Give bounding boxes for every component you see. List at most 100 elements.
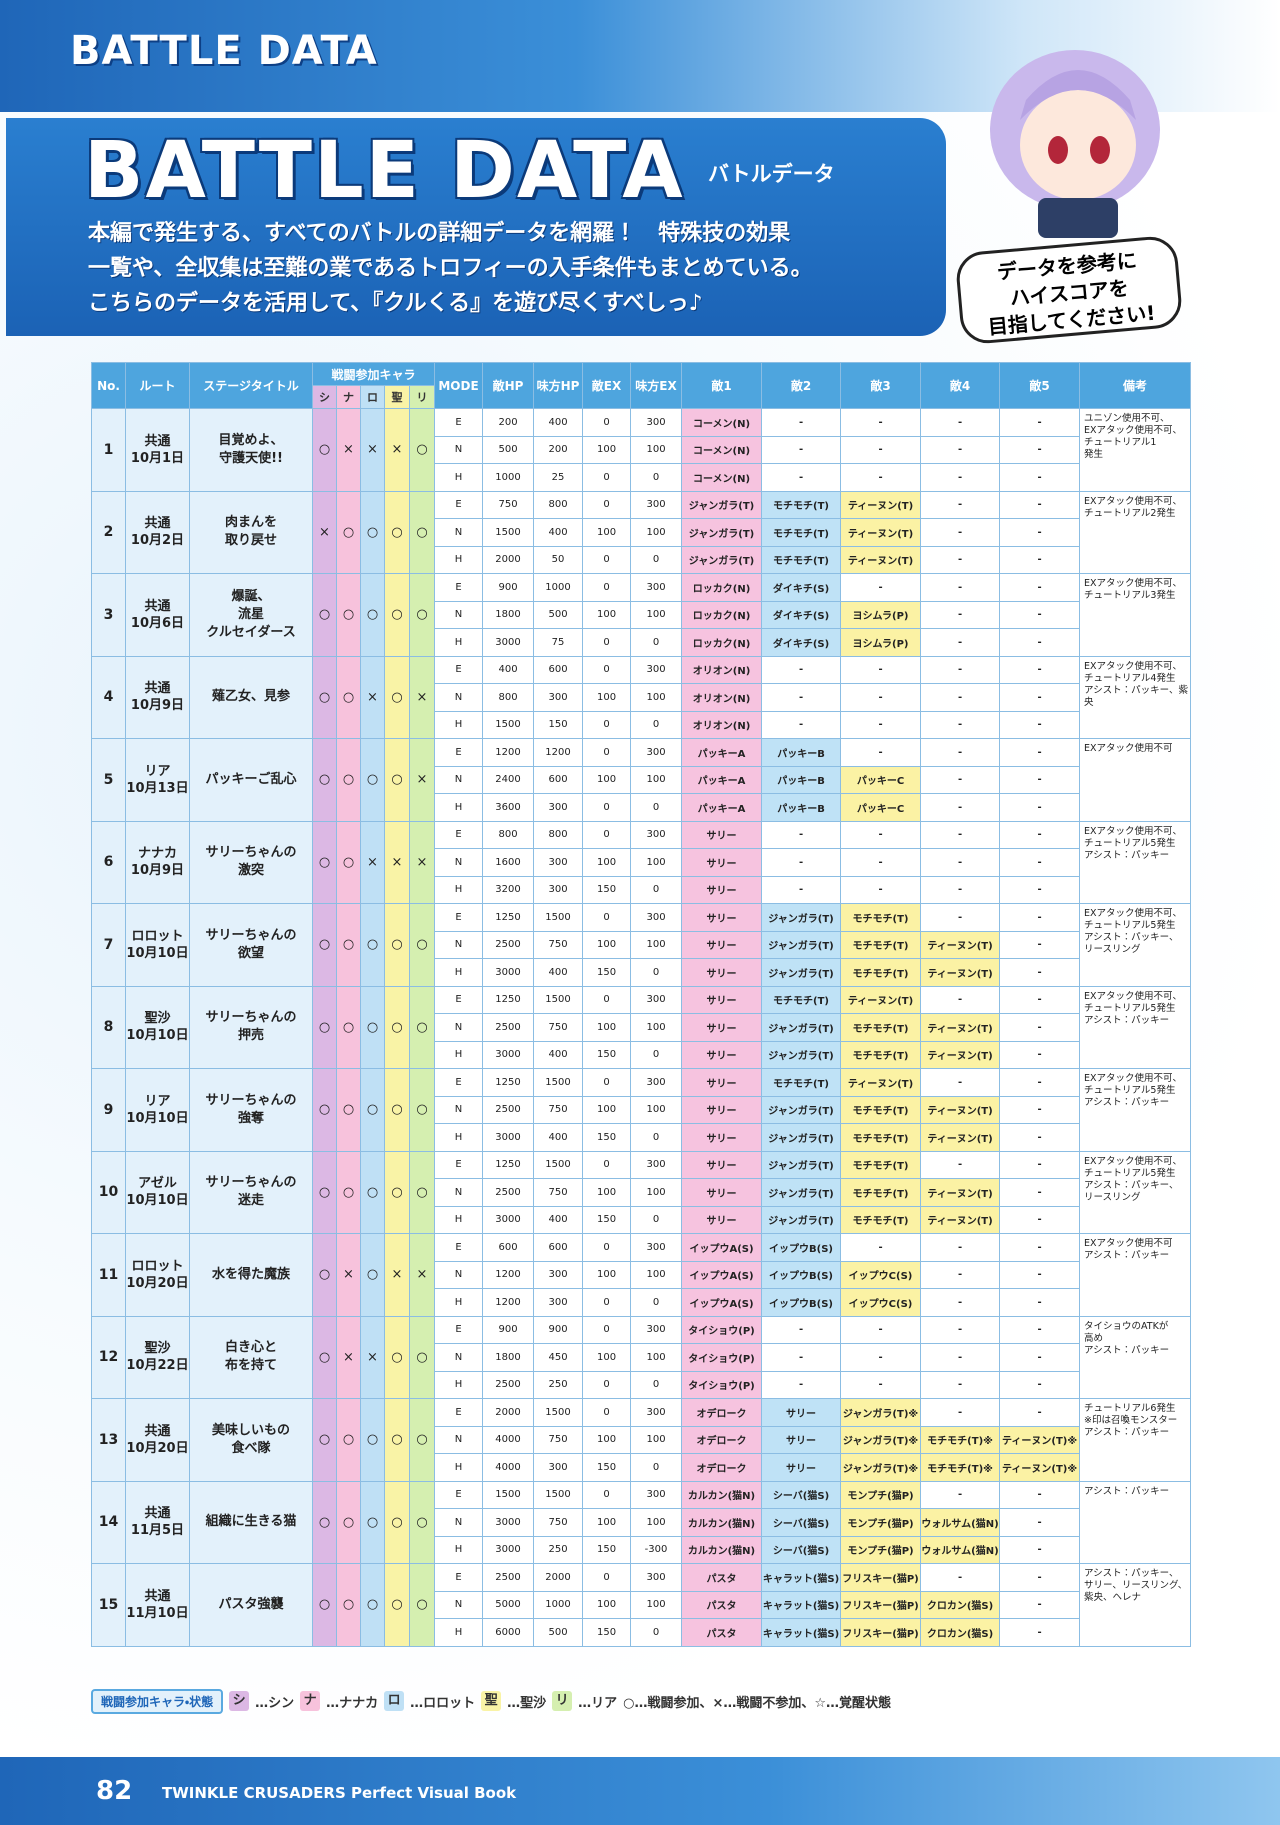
column-header: No.	[91, 362, 126, 409]
note-line: チュートリアル5発生	[1084, 837, 1176, 849]
column-header: 味方HP	[533, 362, 584, 409]
enemy: -	[999, 1013, 1081, 1042]
route: 共通	[144, 598, 171, 614]
mode: N	[434, 848, 484, 877]
mode-row: N 5000 1000 100 100 パスタ キャラット(猫S) フリスキー(猫P) クロカン…	[92, 1590, 1191, 1619]
note-line: EXアタック使用不可、	[1084, 908, 1183, 919]
stage-route: 共通 11月5日	[125, 1480, 190, 1564]
mode: H	[434, 1453, 484, 1482]
mode: N	[434, 1013, 484, 1042]
stage-no: 11	[91, 1233, 126, 1317]
title-line: 美味しいもの	[211, 1422, 290, 1438]
enemy: サリー	[681, 1123, 763, 1152]
enemy: サリー	[681, 820, 763, 849]
route: ナナカ	[137, 846, 177, 862]
char-status: ○	[336, 1480, 361, 1564]
date: 11月10日	[126, 1605, 189, 1621]
char-status: ×	[360, 655, 385, 739]
stat: 0	[582, 903, 632, 932]
enemy: -	[920, 820, 1001, 849]
mode: N	[434, 765, 484, 794]
date: 10月10日	[126, 1193, 189, 1209]
stat: 400	[533, 518, 584, 547]
enemy: パッキーA	[681, 793, 763, 822]
enemy: ティーヌン(T)※	[999, 1425, 1081, 1454]
stat: 1500	[533, 1480, 584, 1509]
route: 共通	[144, 1423, 171, 1439]
route: リア	[144, 1093, 171, 1109]
stat: 2000	[482, 545, 535, 574]
book-title: TWINKLE CRUSADERS Perfect Visual Book	[162, 1784, 517, 1802]
column-header: 敵2	[761, 362, 842, 409]
mode-row: N 1500 400 100 100 ジャンガラ(T) モチモチ(T) ティーヌン(T) - -	[92, 518, 1191, 547]
column-header: 戦闘参加キャラ	[311, 362, 436, 386]
enemy: パッキーB	[761, 765, 842, 794]
char-status: ○	[312, 1398, 337, 1482]
enemy: -	[761, 408, 842, 437]
column-header: MODE	[434, 362, 484, 409]
enemy: サリー	[681, 985, 763, 1014]
stat: 3000	[482, 1508, 535, 1537]
route: 共通	[144, 1588, 171, 1604]
enemy: サリー	[761, 1425, 842, 1454]
enemy: ジャンガラ(T)	[761, 1095, 842, 1124]
stat: 2500	[482, 1563, 535, 1592]
char-status: ○	[384, 1480, 410, 1564]
page-number: 82	[96, 1776, 133, 1806]
note-line: チュートリアル4発生	[1084, 672, 1176, 684]
stage-route: アゼル 10月10日	[125, 1150, 190, 1234]
stat: 0	[582, 1370, 632, 1399]
stat: 300	[630, 738, 683, 767]
char-status: ×	[384, 1233, 410, 1317]
enemy: モチモチ(T)	[840, 1150, 922, 1179]
char-status: ○	[384, 903, 410, 987]
stat: 500	[533, 600, 584, 629]
stage-no: 1	[91, 408, 126, 492]
mode-row: N 2500 750 100 100 サリー ジャンガラ(T) モチモチ(T) ティーヌン(T)…	[92, 1095, 1191, 1124]
stage-title: 薙乙女、見参	[189, 655, 313, 739]
enemy: オデローク	[681, 1398, 763, 1427]
stat: 150	[582, 1205, 632, 1234]
stat: 1250	[482, 1068, 535, 1097]
mode: N	[434, 1590, 484, 1619]
date: 10月20日	[126, 1275, 189, 1291]
char-status: ○	[384, 738, 410, 822]
stat: 200	[482, 408, 535, 437]
title-line: パッキーご乱心	[205, 771, 297, 787]
enemy: モチモチ(T)※	[920, 1425, 1001, 1454]
title-line: 迷走	[237, 1193, 264, 1209]
mode: N	[434, 1343, 484, 1372]
mode-row: H 3000 400 150 0 サリー ジャンガラ(T) モチモチ(T) ティーヌン(T) -	[92, 1040, 1191, 1069]
note-line: EXアタック使用不可、	[1084, 1155, 1183, 1167]
enemy: -	[999, 1260, 1081, 1289]
enemy: -	[999, 490, 1081, 519]
char-status: ×	[384, 408, 410, 492]
bangs	[1020, 70, 1136, 120]
route: 聖沙	[144, 1341, 171, 1357]
char-status: ×	[336, 1315, 361, 1399]
legend-key: ロ	[384, 1691, 405, 1711]
char-status: ○	[384, 1150, 410, 1234]
enemy: ジャンガラ(T)※	[840, 1398, 922, 1427]
stat: 0	[582, 985, 632, 1014]
char-status: ○	[408, 1398, 436, 1482]
char-status: ○	[360, 490, 385, 574]
enemy: モチモチ(T)	[840, 958, 922, 987]
column-header: 敵4	[920, 362, 1001, 409]
char-status: ○	[312, 1233, 337, 1317]
enemy: ティーヌン(T)	[920, 1178, 1001, 1207]
enemy: ジャンガラ(T)※	[840, 1453, 922, 1482]
enemy: -	[840, 683, 922, 712]
stat: 0	[582, 793, 632, 822]
column-header: 敵HP	[482, 362, 535, 409]
speech-bubble: データを参考に ハイスコアを 目指してください!	[954, 234, 1184, 346]
stat: 300	[630, 1233, 683, 1262]
stat: 0	[630, 1370, 683, 1399]
enemy: イップウB(S)	[761, 1233, 842, 1262]
stage-route: リア 10月13日	[125, 738, 190, 822]
stat: 300	[630, 985, 683, 1014]
stat: 2400	[482, 765, 535, 794]
mode: H	[434, 545, 484, 574]
mode-row: H 2500 250 0 0 タイショウ(P) - - - -	[92, 1370, 1191, 1399]
enemy: ジャンガラ(T)	[761, 1178, 842, 1207]
